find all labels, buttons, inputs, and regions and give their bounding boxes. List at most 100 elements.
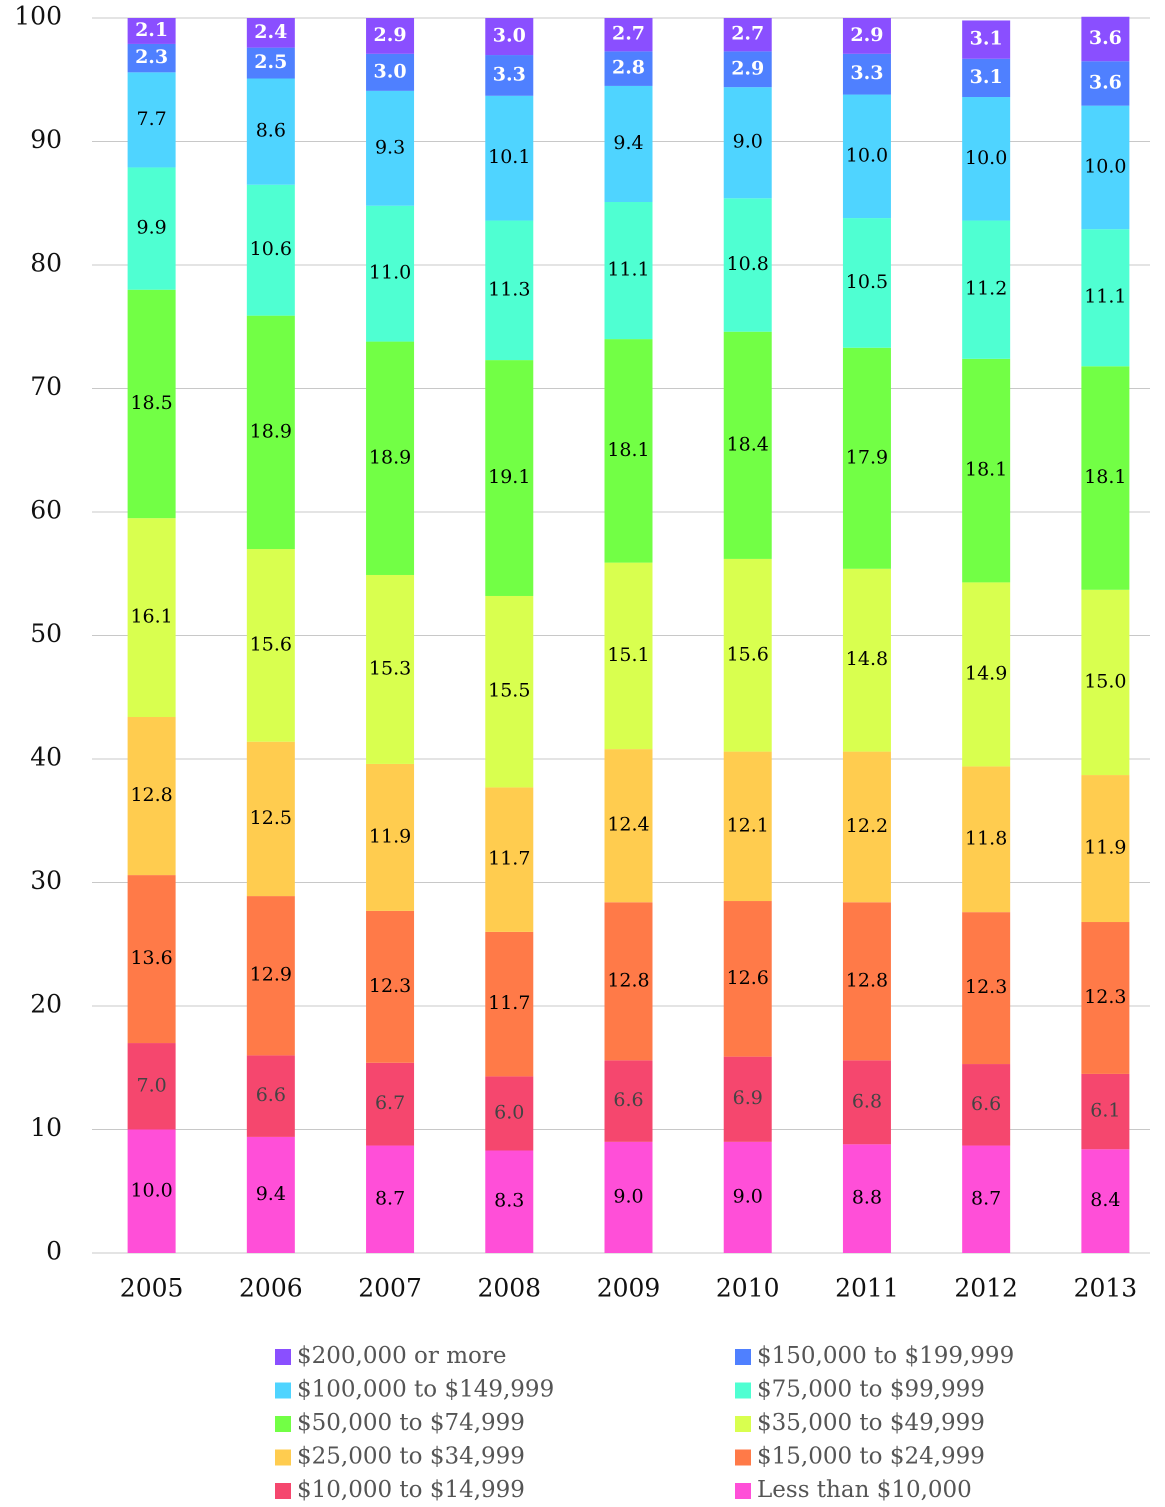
value-label: 18.4: [727, 433, 769, 455]
bar-segment: [723, 51, 772, 88]
value-label: 18.9: [369, 446, 411, 468]
bar-segment: [723, 331, 772, 559]
y-tick-label: 40: [30, 743, 62, 772]
value-label: 15.1: [607, 644, 649, 666]
value-label: 11.0: [369, 262, 411, 284]
value-label: 11.7: [488, 992, 530, 1014]
bar-segment: [246, 1055, 295, 1137]
bar-segment: [604, 749, 653, 903]
legend-swatch: [735, 1416, 751, 1432]
value-label: 12.5: [250, 807, 292, 829]
value-label: 17.9: [846, 446, 888, 468]
legend-swatch: [275, 1349, 291, 1365]
bar-segment: [962, 358, 1011, 583]
value-label: 8.4: [1090, 1189, 1120, 1211]
bar-segment: [366, 90, 415, 206]
value-label: 12.8: [607, 969, 649, 991]
x-tick-label: 2013: [1074, 1274, 1138, 1303]
value-label: 12.3: [369, 975, 411, 997]
value-label: 3.0: [493, 25, 526, 47]
bar-segment: [485, 18, 534, 56]
bar-segment: [246, 315, 295, 550]
bar-segment: [1081, 61, 1130, 106]
value-label: 2.8: [612, 57, 645, 79]
value-label: 10.0: [1084, 155, 1126, 177]
value-label: 3.3: [850, 62, 883, 84]
value-label: 9.9: [137, 217, 167, 239]
bar-segment: [842, 902, 891, 1061]
bar-segment: [366, 18, 415, 54]
value-label: 8.7: [375, 1187, 405, 1209]
x-tick-label: 2005: [120, 1274, 184, 1303]
value-label: 14.8: [846, 648, 888, 670]
value-label: 10.0: [846, 144, 888, 166]
value-label: 12.6: [727, 967, 769, 989]
value-label: 12.3: [1084, 986, 1126, 1008]
bar-segment: [485, 55, 534, 96]
bar-segment: [962, 97, 1011, 221]
y-tick-label: 20: [30, 990, 62, 1019]
legend-swatch: [735, 1349, 751, 1365]
y-tick-label: 90: [30, 125, 62, 154]
value-label: 2.4: [254, 21, 287, 43]
bar-segment: [485, 220, 534, 361]
legend-label: $25,000 to $34,999: [297, 1444, 525, 1470]
value-label: 13.6: [130, 947, 172, 969]
legend-swatch: [275, 1449, 291, 1466]
bar-segment: [485, 1076, 534, 1151]
y-tick-label: 10: [30, 1113, 62, 1142]
bar-segment: [604, 18, 653, 52]
legend-swatch: [735, 1382, 751, 1399]
value-label: 7.0: [137, 1074, 167, 1096]
bar-segment: [723, 1141, 772, 1253]
value-label: 9.0: [613, 1185, 643, 1207]
bar-segment: [604, 1141, 653, 1253]
value-label: 8.6: [256, 120, 286, 142]
bar-segment: [723, 751, 772, 902]
bar-segment: [246, 184, 295, 316]
bar-segment: [962, 912, 1011, 1065]
value-label: 12.1: [727, 814, 769, 836]
value-label: 3.1: [970, 66, 1003, 88]
value-label: 9.0: [733, 1185, 763, 1207]
value-label: 12.8: [130, 784, 172, 806]
legend-label: $50,000 to $74,999: [297, 1410, 525, 1436]
value-label: 15.3: [369, 657, 411, 679]
bar-segment: [604, 202, 653, 340]
bar-segment: [127, 1129, 176, 1253]
bar-segment: [1081, 589, 1130, 776]
bar-segment: [366, 910, 415, 1063]
bar-segment: [604, 562, 653, 750]
bar-segment: [366, 341, 415, 575]
value-label: 18.1: [607, 439, 649, 461]
value-label: 12.3: [965, 976, 1007, 998]
bar-segment: [485, 595, 534, 788]
bar-segment: [127, 18, 176, 44]
value-label: 10.0: [965, 147, 1007, 169]
value-label: 12.2: [846, 815, 888, 837]
value-label: 16.1: [130, 606, 172, 628]
bar-segment: [127, 875, 176, 1044]
value-label: 9.3: [375, 136, 405, 158]
value-label: 18.5: [130, 392, 172, 414]
value-label: 9.4: [613, 132, 643, 154]
bar-segment: [842, 1144, 891, 1253]
legend-label: $200,000 or more: [297, 1343, 506, 1369]
bar-segment: [962, 220, 1011, 359]
bar-segment: [962, 20, 1011, 59]
bar-segment: [246, 18, 295, 48]
bar-segment: [485, 931, 534, 1077]
x-tick-label: 2010: [716, 1274, 780, 1303]
value-label: 11.9: [1084, 837, 1126, 859]
value-label: 6.6: [971, 1093, 1001, 1115]
x-tick-label: 2011: [835, 1274, 899, 1303]
value-label: 3.0: [374, 60, 407, 82]
value-label: 10.0: [130, 1179, 172, 1201]
legend-swatch: [735, 1483, 751, 1499]
bar-segment: [246, 549, 295, 742]
x-tick-label: 2012: [954, 1274, 1018, 1303]
legend-label: $150,000 to $199,999: [757, 1343, 1014, 1369]
y-tick-label: 30: [30, 866, 62, 895]
bar-segment: [127, 289, 176, 519]
